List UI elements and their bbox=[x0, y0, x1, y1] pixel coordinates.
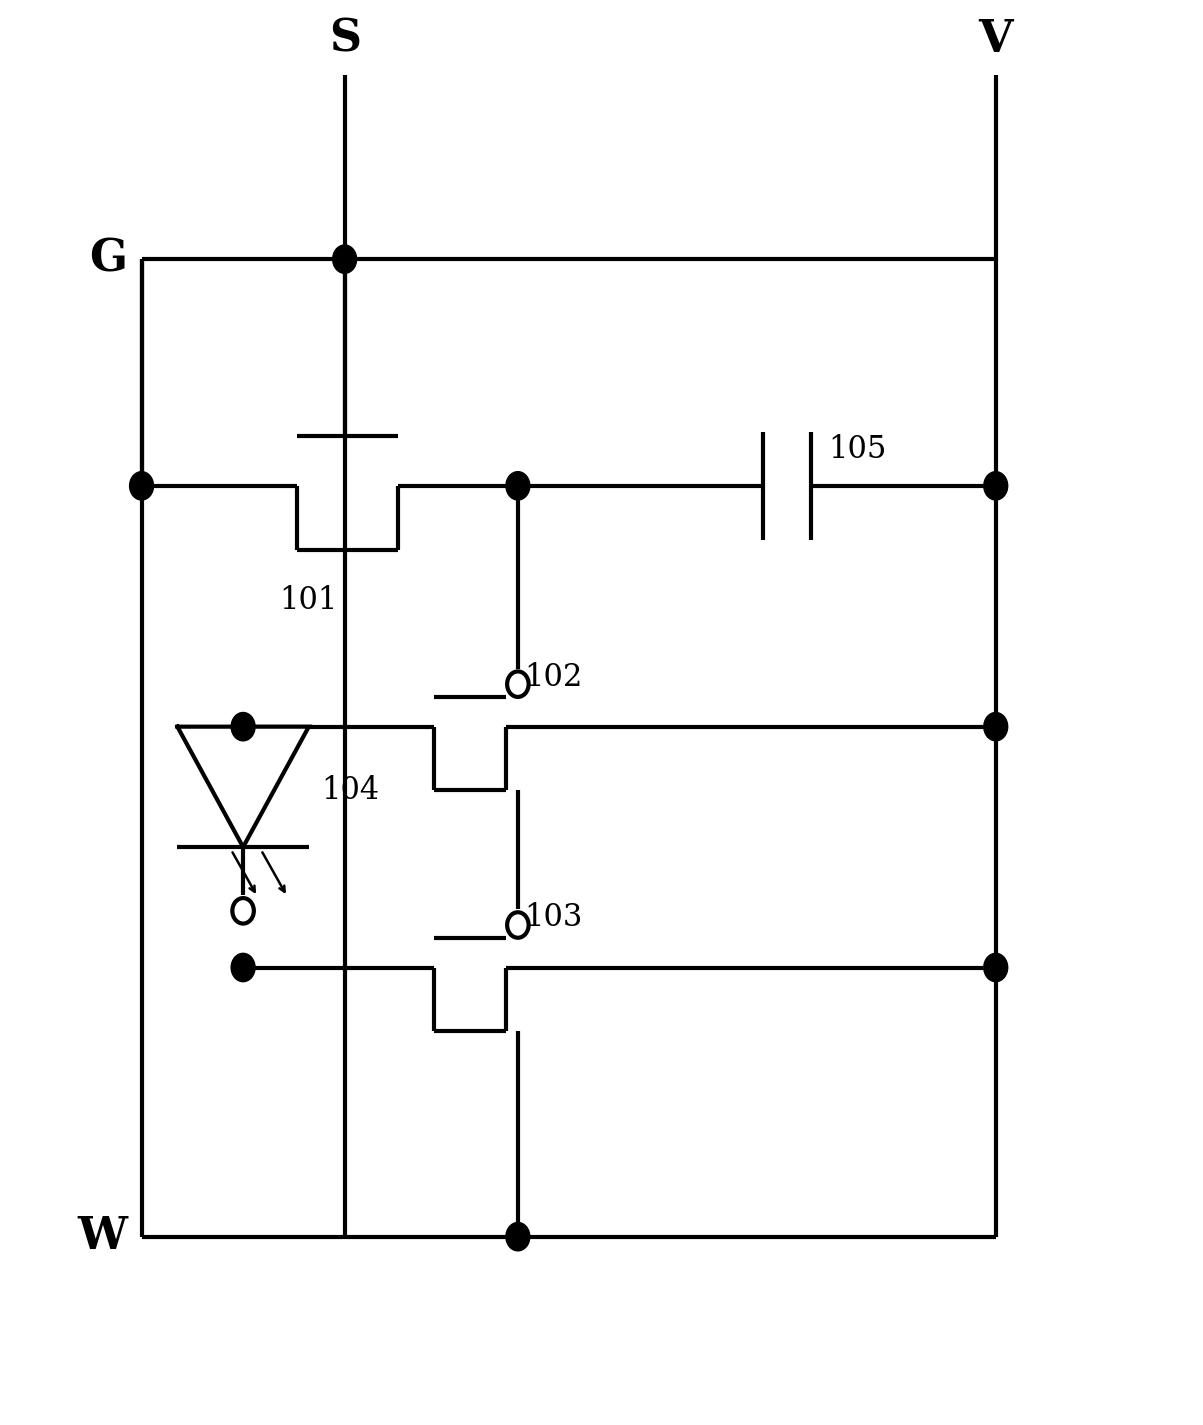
Text: W: W bbox=[77, 1216, 128, 1258]
Circle shape bbox=[984, 472, 1008, 500]
Circle shape bbox=[232, 898, 254, 923]
Polygon shape bbox=[177, 727, 309, 846]
Text: 101: 101 bbox=[279, 586, 338, 616]
Text: 102: 102 bbox=[523, 661, 582, 693]
Circle shape bbox=[130, 472, 154, 500]
Text: 103: 103 bbox=[523, 902, 582, 933]
Circle shape bbox=[508, 671, 528, 697]
Circle shape bbox=[984, 953, 1008, 982]
Circle shape bbox=[231, 953, 255, 982]
Text: 104: 104 bbox=[321, 775, 379, 807]
Text: 105: 105 bbox=[829, 433, 887, 465]
Text: G: G bbox=[89, 238, 128, 281]
Circle shape bbox=[333, 245, 356, 274]
Circle shape bbox=[231, 712, 255, 741]
Circle shape bbox=[506, 472, 529, 500]
Text: S: S bbox=[328, 19, 361, 61]
Circle shape bbox=[984, 712, 1008, 741]
Circle shape bbox=[508, 912, 528, 938]
Text: V: V bbox=[978, 19, 1013, 61]
Circle shape bbox=[506, 1223, 529, 1251]
